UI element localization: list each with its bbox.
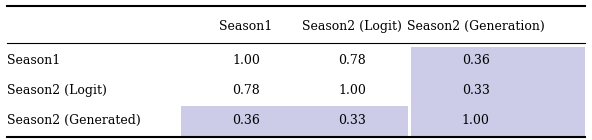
Text: Season2 (Logit): Season2 (Logit) <box>7 84 107 97</box>
Text: 0.33: 0.33 <box>462 84 490 97</box>
Text: Season2 (Logit): Season2 (Logit) <box>302 20 402 33</box>
FancyBboxPatch shape <box>411 47 585 136</box>
Text: 1.00: 1.00 <box>462 114 490 127</box>
Text: 1.00: 1.00 <box>338 84 366 97</box>
Text: 0.78: 0.78 <box>338 54 366 67</box>
Text: 0.36: 0.36 <box>232 114 260 127</box>
Text: 0.33: 0.33 <box>338 114 366 127</box>
FancyBboxPatch shape <box>181 106 408 136</box>
Text: 0.78: 0.78 <box>232 84 260 97</box>
Text: Season2 (Generation): Season2 (Generation) <box>407 20 545 33</box>
Text: Season2 (Generated): Season2 (Generated) <box>7 114 141 127</box>
Text: Season1: Season1 <box>7 54 60 67</box>
Text: 1.00: 1.00 <box>232 54 260 67</box>
Text: 0.36: 0.36 <box>462 54 490 67</box>
Text: Season1: Season1 <box>219 20 272 33</box>
